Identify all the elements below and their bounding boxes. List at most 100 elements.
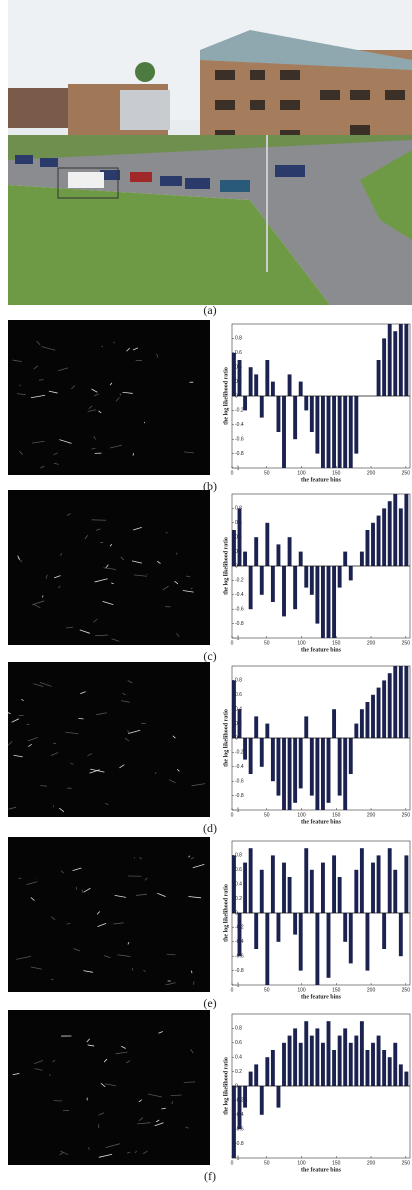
bar [343, 913, 348, 942]
edge-image [8, 320, 210, 475]
edge [73, 948, 80, 952]
edge [188, 855, 191, 858]
x-tick-label: 250 [402, 812, 411, 818]
edge [26, 723, 30, 726]
y-tick-label: 0.8 [235, 678, 242, 684]
edge [84, 535, 89, 540]
bar [359, 1021, 364, 1086]
edge [138, 1099, 143, 1103]
bar [326, 738, 331, 803]
bar [343, 1028, 348, 1086]
bar [326, 1021, 331, 1086]
bar [237, 709, 242, 738]
y-axis-label: the log likelihood ratio [223, 537, 229, 595]
edge [127, 680, 133, 684]
edge [33, 1060, 44, 1064]
bar [243, 1086, 248, 1108]
edge [88, 405, 93, 410]
bar [282, 862, 286, 913]
edge [113, 341, 116, 344]
y-tick-label: -1 [235, 807, 240, 813]
y-tick-label: -0.4 [235, 592, 244, 598]
edge [28, 743, 32, 747]
y-tick-label: 0.8 [235, 853, 242, 859]
edge [57, 585, 61, 589]
bar [259, 869, 264, 913]
bar [304, 848, 309, 913]
bar [232, 855, 236, 913]
edge [60, 870, 64, 874]
edge [12, 1073, 20, 1076]
bar [398, 324, 403, 396]
edge [33, 603, 41, 609]
edge [87, 1044, 95, 1047]
edge [176, 632, 180, 638]
edge [66, 513, 71, 516]
bar [276, 738, 281, 796]
edge [138, 1117, 144, 1121]
x-axis-label: the feature bins [301, 1167, 342, 1173]
edge [165, 532, 168, 534]
x-tick-label: 50 [264, 640, 270, 646]
bar [304, 716, 309, 738]
bar [287, 877, 292, 913]
bar [254, 913, 259, 949]
y-tick-label: -0.8 [235, 1141, 244, 1147]
y-tick-label: -0.6 [235, 437, 244, 443]
edge [21, 698, 24, 702]
edge [51, 978, 54, 981]
edge [115, 1051, 128, 1055]
edge [98, 410, 102, 414]
bar [309, 1035, 314, 1086]
edge [111, 638, 120, 642]
bar [404, 494, 409, 566]
edge [36, 340, 41, 346]
bar [365, 1050, 370, 1086]
bar [276, 1086, 281, 1108]
edge [154, 1122, 164, 1127]
bar [354, 1035, 359, 1086]
edge [93, 618, 98, 623]
bar [376, 1035, 381, 1086]
x-tick-label: 150 [332, 812, 341, 818]
bar [398, 1064, 403, 1086]
edge [30, 394, 46, 399]
bar [282, 1042, 286, 1086]
bar [265, 723, 270, 738]
edge [119, 764, 125, 769]
y-tick-label: 0.4 [235, 882, 242, 888]
y-tick-label: 0.6 [235, 350, 242, 356]
edge [131, 967, 134, 971]
edge [30, 897, 35, 901]
bar [376, 687, 381, 738]
x-axis-label: the feature bins [301, 994, 342, 1000]
photo [8, 0, 412, 305]
bar [298, 551, 303, 566]
bar [376, 515, 381, 566]
bar [248, 848, 253, 913]
y-tick-label: -0.8 [235, 451, 244, 457]
edge [115, 397, 120, 402]
y-tick-label: 0.6 [235, 1040, 242, 1046]
edge [190, 857, 195, 860]
bar [382, 508, 387, 566]
x-tick-label: 100 [297, 640, 306, 646]
bar [298, 1042, 303, 1086]
bar [254, 1064, 259, 1086]
edge [65, 731, 79, 735]
bar [387, 848, 392, 913]
x-axis-label: the feature bins [301, 647, 342, 653]
edge [144, 877, 148, 881]
bar [382, 680, 387, 738]
edge [119, 393, 122, 396]
edge [157, 892, 166, 897]
bar [326, 566, 331, 638]
edge [174, 580, 179, 585]
edge [60, 552, 63, 557]
bar [382, 913, 387, 949]
edge [96, 712, 108, 716]
y-tick-label: -0.6 [235, 1127, 244, 1133]
bar [354, 869, 359, 913]
